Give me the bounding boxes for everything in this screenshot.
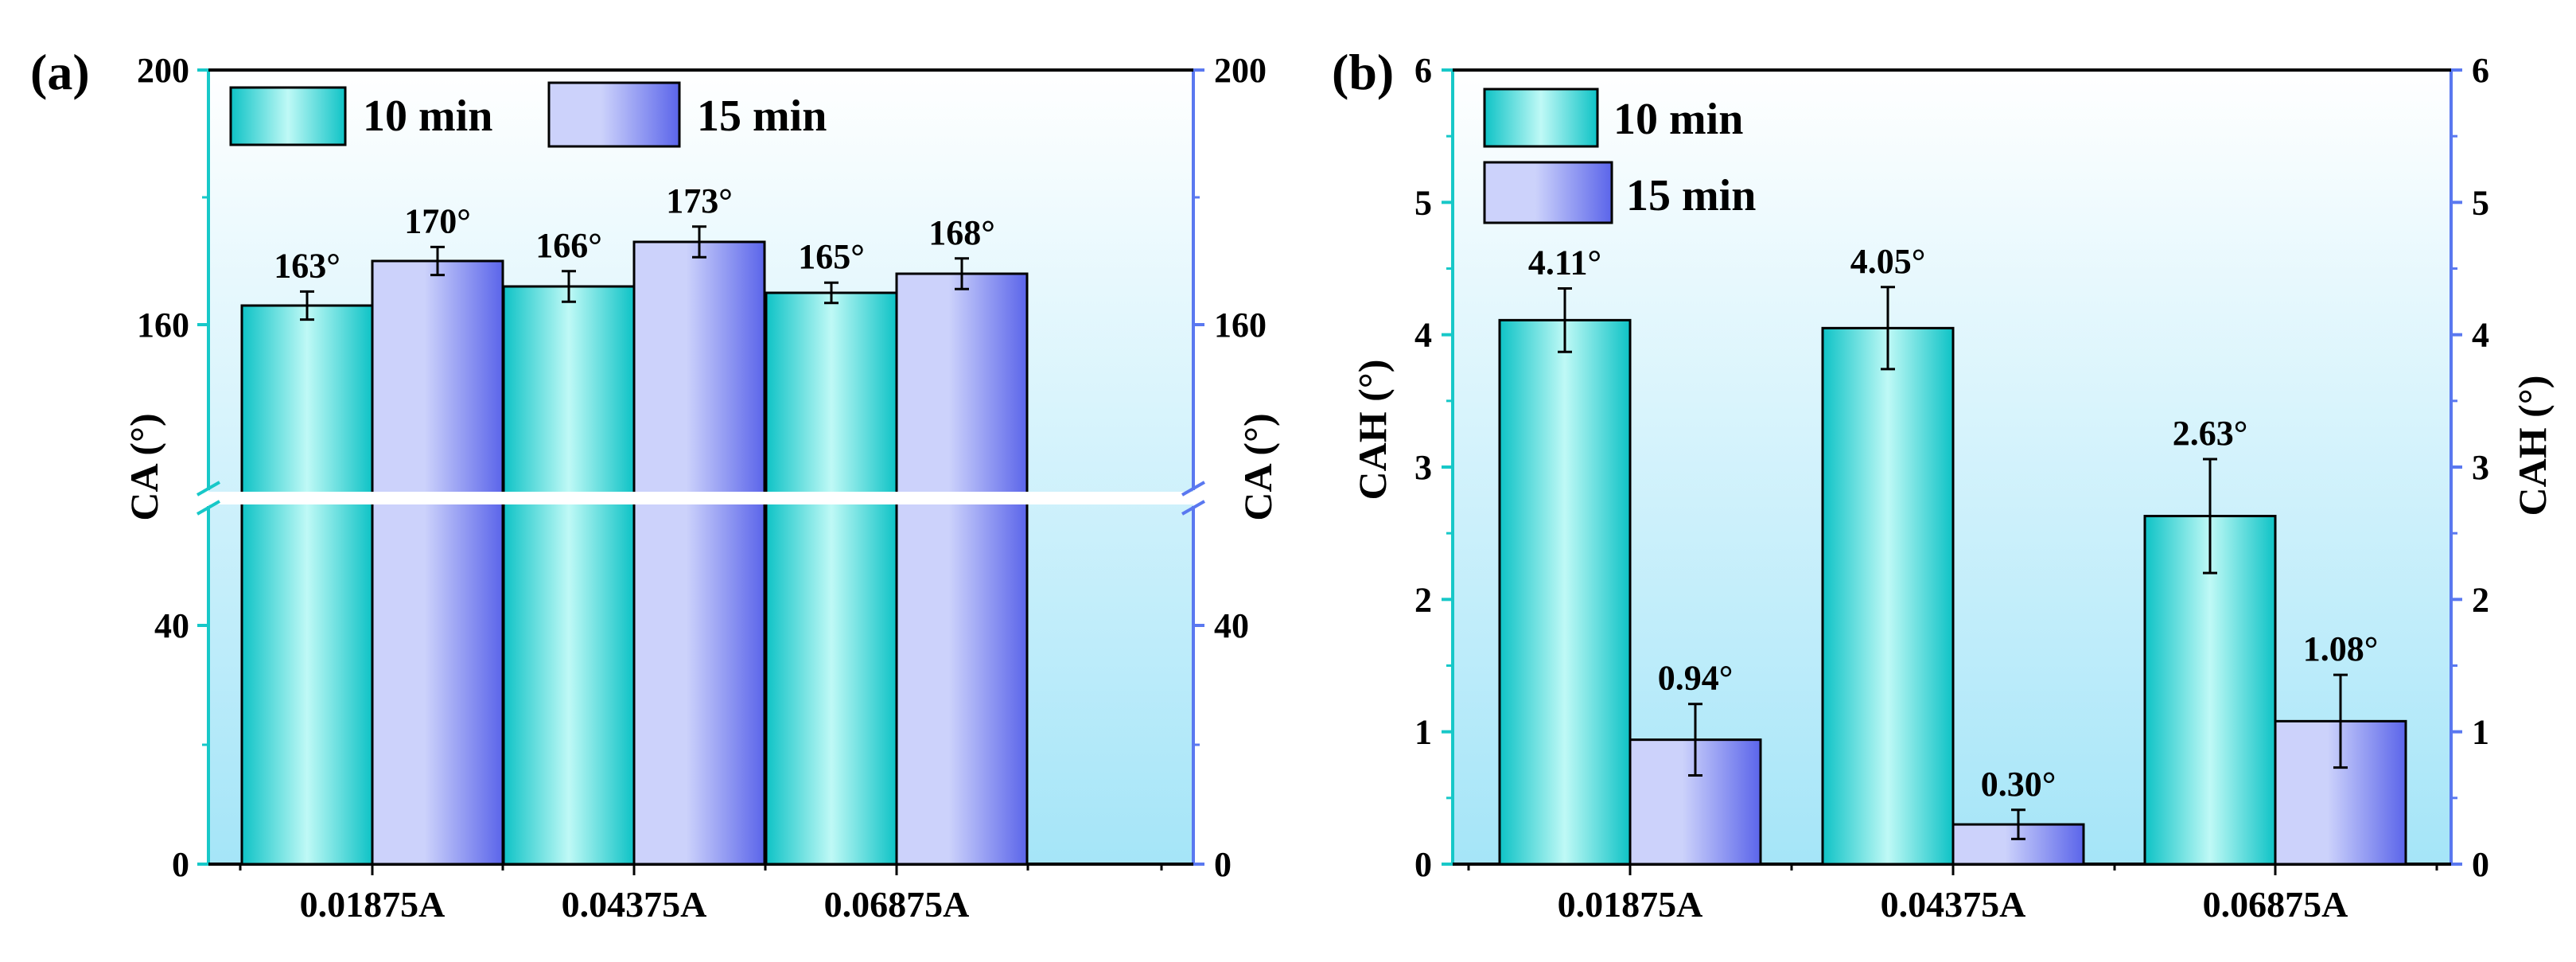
b-right-tick-label-2: 2 bbox=[2472, 580, 2489, 619]
a-bar-15min-0.06875A bbox=[895, 272, 1029, 866]
legend-swatch-10min bbox=[229, 86, 347, 146]
a-error-bar-15min-0.06875A bbox=[955, 257, 969, 290]
a-right-tick-label-0: 0 bbox=[1214, 845, 1232, 884]
a-bar-10min-0.06875A bbox=[765, 291, 898, 866]
b-left-tick-label-6: 6 bbox=[1414, 51, 1432, 90]
b-value-label-10min-0.06875A: 2.63° bbox=[2173, 414, 2248, 453]
a-break-mark-left-2 bbox=[197, 500, 220, 516]
legend-label-15min: 15 min bbox=[1626, 171, 1756, 220]
a-x-tick-label-0.01875A: 0.01875A bbox=[300, 884, 446, 925]
a-error-bar-10min-0.01875A bbox=[300, 290, 314, 321]
legend-swatch-15min bbox=[1483, 161, 1613, 224]
panel-a-ca-chart: (a) 163° 166° 165° 170° 173° 168° 0 0 40 40 160 160… bbox=[30, 44, 1280, 925]
b-right-tick-label-4: 4 bbox=[2472, 316, 2489, 355]
a-right-tick-label-200: 200 bbox=[1214, 51, 1267, 90]
a-bar-10min-0.04375A bbox=[502, 285, 636, 866]
b-error-bar-10min-0.04375A bbox=[1881, 286, 1895, 371]
b-left-tick-label-5: 5 bbox=[1414, 183, 1432, 222]
a-y-axis-title-right: CA (°) bbox=[1235, 413, 1280, 520]
legend-label-10min: 10 min bbox=[1613, 95, 1743, 144]
a-x-tick-label-0.06875A: 0.06875A bbox=[824, 884, 970, 925]
a-bar-15min-0.04375A bbox=[632, 240, 766, 866]
panel-b-label: (b) bbox=[1332, 44, 1394, 100]
a-right-tick-label-40: 40 bbox=[1214, 606, 1249, 645]
b-left-tick-label-1: 1 bbox=[1414, 713, 1432, 752]
a-left-tick-label-200: 200 bbox=[137, 51, 189, 90]
b-x-tick-label-0.01875A: 0.01875A bbox=[1558, 884, 1703, 925]
a-value-label-10min-0.06875A: 165° bbox=[798, 237, 865, 276]
a-error-bar-15min-0.01875A bbox=[430, 245, 445, 277]
b-error-bar-10min-0.01875A bbox=[1558, 286, 1572, 353]
a-value-label-10min-0.04375A: 166° bbox=[535, 226, 602, 265]
a-value-label-10min-0.01875A: 163° bbox=[274, 246, 340, 285]
a-bar-10min-0.01875A bbox=[240, 304, 374, 866]
a-left-tick-label-40: 40 bbox=[154, 606, 189, 645]
b-value-label-15min-0.06875A: 1.08° bbox=[2303, 629, 2379, 668]
b-x-tick-label-0.06875A: 0.06875A bbox=[2203, 884, 2348, 925]
b-bar-10min-0.04375A bbox=[1821, 326, 1955, 866]
b-right-tick-label-5: 5 bbox=[2472, 183, 2489, 222]
a-error-bar-10min-0.06875A bbox=[824, 281, 839, 305]
a-break-mark-right-2 bbox=[1181, 500, 1205, 516]
panel-b-cah-chart: (b) 4.11° 4.05° 2.63° 0.94° 0.30° 1.08° 0 0 1 1 2 2… bbox=[1332, 44, 2555, 925]
a-value-label-15min-0.04375A: 173° bbox=[666, 181, 733, 220]
legend-label-15min: 15 min bbox=[697, 92, 827, 141]
b-left-tick-label-3: 3 bbox=[1414, 448, 1432, 487]
a-right-tick-label-160: 160 bbox=[1214, 306, 1267, 345]
a-bar-15min-0.01875A bbox=[371, 259, 504, 866]
b-error-bar-15min-0.01875A bbox=[1688, 703, 1702, 777]
a-value-label-15min-0.06875A: 168° bbox=[928, 213, 995, 252]
b-value-label-15min-0.01875A: 0.94° bbox=[1658, 659, 1734, 698]
panel-a-axis-break bbox=[193, 481, 1209, 516]
a-error-bar-15min-0.04375A bbox=[692, 225, 706, 259]
b-left-tick-label-0: 0 bbox=[1414, 845, 1432, 884]
a-axis-break-band bbox=[193, 492, 1209, 504]
legend-label-10min: 10 min bbox=[363, 92, 492, 141]
b-value-label-10min-0.04375A: 4.05° bbox=[1850, 242, 1926, 281]
legend-swatch-15min bbox=[547, 81, 681, 148]
panel-a-label: (a) bbox=[30, 44, 90, 100]
a-y-axis-title: CA (°) bbox=[122, 413, 166, 520]
b-x-tick-label-0.04375A: 0.04375A bbox=[1881, 884, 2026, 925]
b-left-tick-label-2: 2 bbox=[1414, 580, 1432, 619]
b-right-tick-label-6: 6 bbox=[2472, 51, 2489, 90]
a-left-tick-label-160: 160 bbox=[137, 306, 189, 345]
a-error-bar-10min-0.04375A bbox=[562, 270, 576, 303]
b-error-bar-15min-0.04375A bbox=[2011, 808, 2025, 840]
b-right-tick-label-3: 3 bbox=[2472, 448, 2489, 487]
b-bar-10min-0.01875A bbox=[1498, 318, 1632, 866]
a-break-mark-right-1 bbox=[1181, 481, 1205, 497]
a-value-label-15min-0.01875A: 170° bbox=[404, 201, 471, 240]
b-value-label-15min-0.04375A: 0.30° bbox=[1981, 765, 2057, 804]
a-break-mark-left-1 bbox=[197, 481, 220, 497]
b-error-bar-10min-0.06875A bbox=[2203, 458, 2217, 574]
b-error-bar-15min-0.06875A bbox=[2333, 673, 2348, 769]
a-left-tick-label-0: 0 bbox=[172, 845, 189, 884]
b-right-tick-label-0: 0 bbox=[2472, 845, 2489, 884]
legend-swatch-10min bbox=[1483, 88, 1599, 148]
a-x-tick-label-0.04375A: 0.04375A bbox=[562, 884, 707, 925]
b-value-label-10min-0.01875A: 4.11° bbox=[1528, 243, 1601, 282]
b-y-axis-title: CAH (°) bbox=[1350, 360, 1395, 500]
panel-b-labels: 4.11° 4.05° 2.63° 0.94° 0.30° 1.08° 0 0 1 1 2 2 3 3 4 4… bbox=[1350, 51, 2555, 925]
b-right-tick-label-1: 1 bbox=[2472, 713, 2489, 752]
panel-a-labels: 163° 166° 165° 170° 173° 168° 0 0 40 40 160 160 200 2… bbox=[122, 51, 1280, 925]
b-left-tick-label-4: 4 bbox=[1414, 316, 1432, 355]
panel-a-bars bbox=[240, 225, 1029, 866]
b-y-axis-title-right: CAH (°) bbox=[2510, 376, 2555, 516]
panel-b-bars bbox=[1498, 286, 2407, 866]
panel-b-legend: 10 min 15 min bbox=[1483, 88, 1756, 224]
panel-a-legend: 10 min 15 min bbox=[229, 81, 827, 148]
